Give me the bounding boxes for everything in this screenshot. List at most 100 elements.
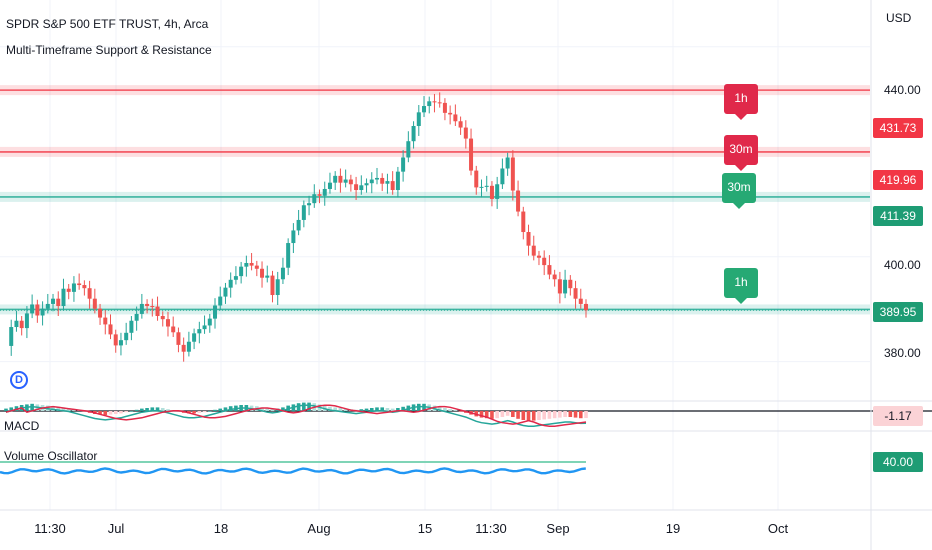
macd-histogram-bar xyxy=(500,411,505,417)
level-price-tag: 419.96 xyxy=(873,170,923,190)
candle-body xyxy=(495,184,500,199)
candle-body xyxy=(542,257,547,266)
macd-histogram-bar xyxy=(134,409,139,411)
candle-body xyxy=(145,303,150,307)
macd-histogram-bar xyxy=(328,406,332,411)
timeframe-badge-support[interactable]: 30m xyxy=(722,173,756,209)
candle-body xyxy=(213,305,218,319)
macd-histogram-bar xyxy=(531,411,536,421)
candle-body xyxy=(359,185,364,191)
macd-histogram-bar xyxy=(213,409,217,411)
macd-histogram-bar xyxy=(558,411,562,418)
macd-histogram-bar xyxy=(103,411,108,416)
symbol-title[interactable]: SPDR S&P 500 ETF TRUST, 4h, Arca xyxy=(6,17,209,31)
macd-histogram-bar xyxy=(155,407,160,411)
candle-body xyxy=(427,101,432,107)
support-resistance-levels xyxy=(0,85,870,315)
macd-histogram-bar xyxy=(56,406,61,411)
candle-body xyxy=(124,332,129,341)
candle-body xyxy=(51,298,56,304)
candle-body xyxy=(14,320,19,328)
time-tick: Aug xyxy=(307,521,331,536)
price-tick: 440.00 xyxy=(884,83,921,97)
candle-body xyxy=(369,179,374,184)
macd-histogram-bar xyxy=(302,402,306,411)
macd-histogram-bar xyxy=(542,411,546,420)
macd-histogram-bar xyxy=(150,407,155,411)
candle-body xyxy=(56,298,61,307)
macd-histogram-bar xyxy=(108,411,113,415)
candle-body xyxy=(108,324,113,335)
time-tick: 11:30 xyxy=(475,521,507,536)
candle-body xyxy=(317,194,322,196)
macd-histogram-bar xyxy=(364,408,369,411)
candle-body xyxy=(265,275,270,278)
candle-body xyxy=(348,179,353,185)
candle-body xyxy=(568,279,573,289)
candle-body xyxy=(270,275,275,296)
macd-histogram-bar xyxy=(495,411,499,419)
candle-body xyxy=(223,287,228,297)
candle-body xyxy=(484,185,489,187)
candle-body xyxy=(150,306,155,308)
macd-histogram-bar xyxy=(563,411,567,417)
candle-body xyxy=(139,303,144,314)
timeframe-badge-resistance[interactable]: 30m xyxy=(724,135,758,171)
macd-line xyxy=(5,404,587,427)
macd-histogram-bar xyxy=(202,411,207,413)
macd-histogram-bar xyxy=(375,407,379,411)
price-tick: 380.00 xyxy=(884,346,921,360)
candle-body xyxy=(584,303,588,311)
candle-body xyxy=(401,157,406,172)
macd-histogram-bar xyxy=(490,411,494,419)
candle-body xyxy=(24,313,29,329)
candle-body xyxy=(244,262,249,267)
dividend-icon[interactable]: D xyxy=(10,371,28,389)
candle-body xyxy=(453,114,458,122)
candle-body xyxy=(489,185,494,199)
macd-histogram-bar xyxy=(160,408,165,411)
macd-histogram-bar xyxy=(192,411,196,414)
macd-histogram-bar xyxy=(516,411,520,419)
candle-body xyxy=(286,243,291,268)
candle-body xyxy=(552,274,557,280)
timeframe-badge-support[interactable]: 1h xyxy=(724,268,758,304)
candle-body xyxy=(510,157,515,191)
macd-label[interactable]: MACD xyxy=(4,419,40,433)
indicator-title[interactable]: Multi-Timeframe Support & Resistance xyxy=(6,43,212,57)
volume-oscillator-line xyxy=(0,467,586,475)
candle-body xyxy=(35,304,40,316)
candle-body xyxy=(228,279,233,288)
candle-body xyxy=(573,288,578,299)
time-tick: 19 xyxy=(665,521,681,536)
candle-body xyxy=(312,194,317,204)
macd-histogram-bar xyxy=(61,407,66,411)
timeframe-badge-resistance[interactable]: 1h xyxy=(724,84,758,120)
macd-histogram-bar xyxy=(129,411,134,412)
candle-body xyxy=(432,101,437,103)
candle-body xyxy=(118,340,123,346)
candle-body xyxy=(531,245,536,256)
macd-histogram-bar xyxy=(380,407,385,411)
macd-histogram-bar xyxy=(307,402,311,411)
volume-oscillator-label[interactable]: Volume Oscillator xyxy=(4,449,98,463)
candle-body xyxy=(327,182,332,189)
candle-body xyxy=(338,175,343,183)
macd-pane xyxy=(0,402,932,427)
candle-body xyxy=(249,262,254,266)
candle-body xyxy=(406,141,411,158)
candle-body xyxy=(411,125,416,142)
macd-histogram-bar xyxy=(343,408,348,411)
candle-body xyxy=(160,316,165,320)
candle-body xyxy=(479,186,484,188)
time-tick: Jul xyxy=(107,521,125,536)
macd-histogram-bar xyxy=(443,408,447,411)
candle-body xyxy=(192,333,197,342)
macd-histogram-bar xyxy=(484,411,489,419)
candle-body xyxy=(260,268,265,278)
macd-histogram-bar xyxy=(552,411,557,419)
macd-histogram-bar xyxy=(145,408,149,411)
time-tick: 15 xyxy=(417,521,433,536)
macd-histogram-bar xyxy=(573,411,578,418)
